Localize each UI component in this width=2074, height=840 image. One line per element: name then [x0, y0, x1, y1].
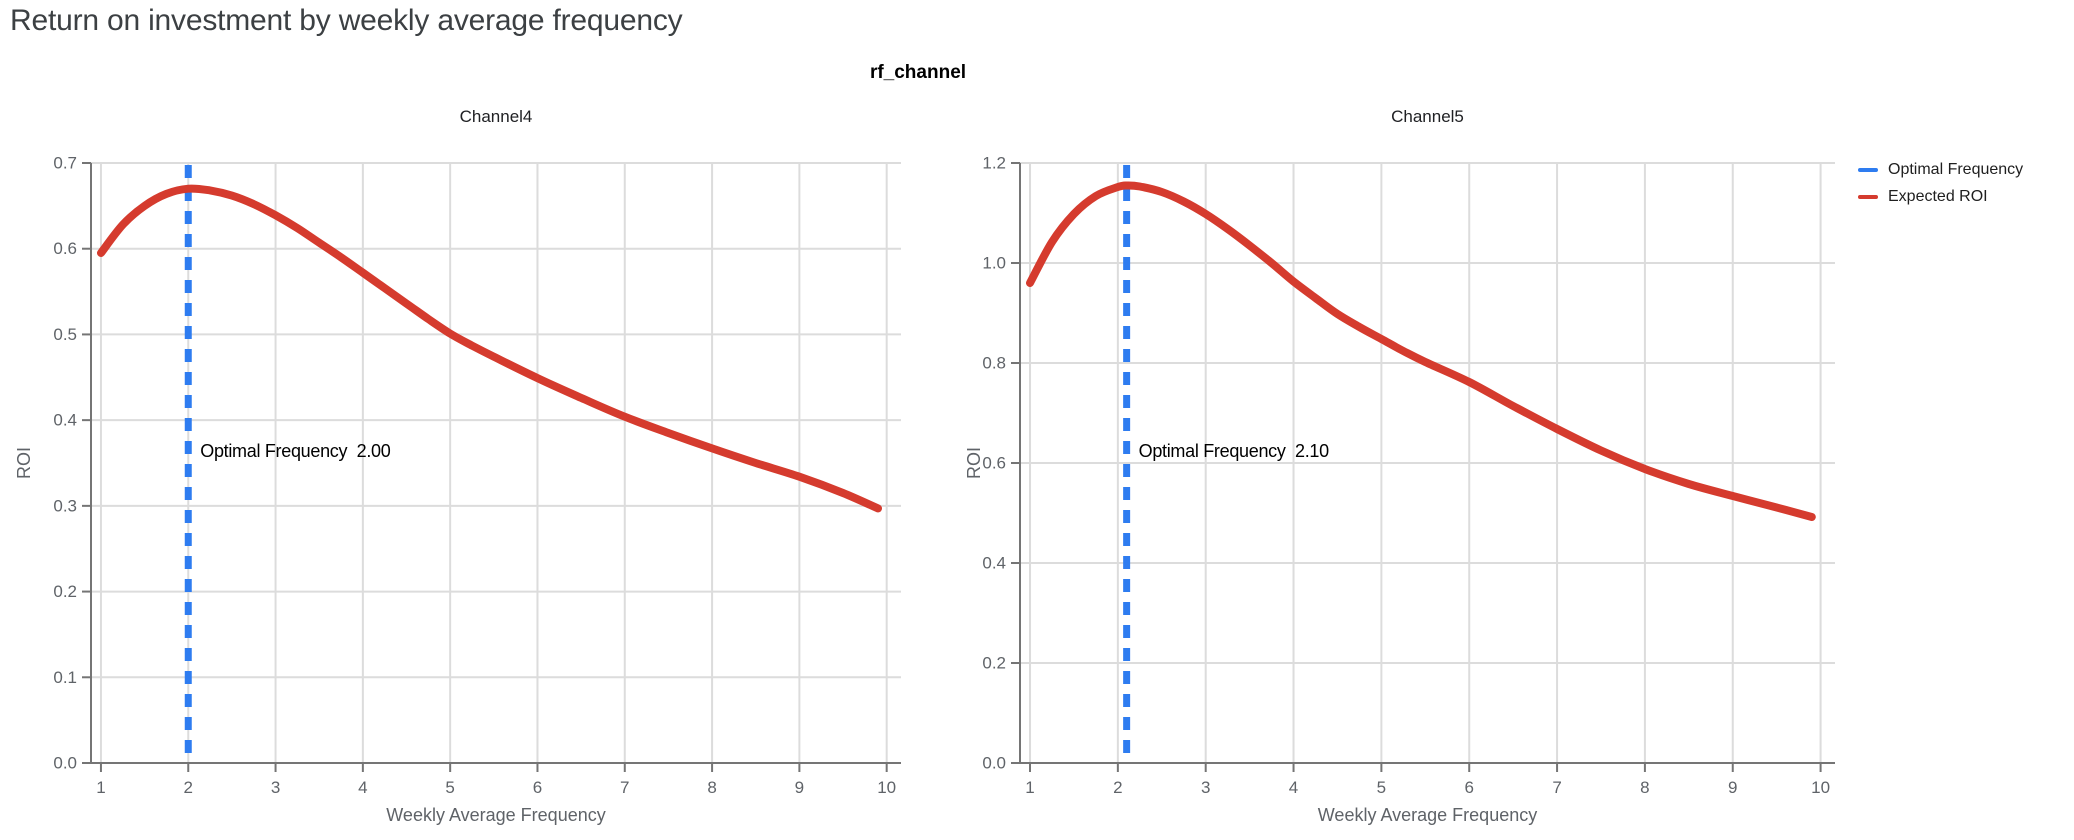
chart-subtitle: Channel4 [460, 107, 533, 126]
x-tick-label: 5 [1377, 778, 1386, 797]
y-tick-label: 1.2 [982, 154, 1006, 173]
facet-field-title: rf_channel [869, 62, 967, 83]
y-tick-label: 0.3 [53, 496, 77, 515]
y-tick-label: 0.7 [53, 154, 77, 173]
x-tick-label: 10 [1811, 778, 1830, 797]
chart-channel4: 0.0 0.1 0.2 0.3 0.4 0.5 0.6 0.7 1 2 3 4 5 6 7 8 9 10 Chann… [14, 107, 901, 825]
y-tick-label: 0.2 [53, 582, 77, 601]
x-tick-label: 2 [184, 778, 193, 797]
x-tick-label: 8 [1640, 778, 1649, 797]
y-tick-label: 0.4 [982, 554, 1006, 573]
x-tick-label: 3 [271, 778, 280, 797]
legend: Optimal Frequency Expected ROI [1858, 160, 2023, 206]
y-axis-title: ROI [964, 447, 984, 479]
y-tick-label: 0.0 [53, 754, 77, 773]
chart-channel5: 0.0 0.2 0.4 0.6 0.8 1.0 1.2 1 2 3 4 5 6 7 8 9 10 Channel5… [964, 107, 1835, 825]
legend-label-optimal-frequency: Optimal Frequency [1888, 160, 2024, 178]
y-tick-label: 0.6 [53, 239, 77, 258]
x-tick-label: 6 [1464, 778, 1473, 797]
y-tick-label: 0.6 [982, 454, 1006, 473]
y-tick-label: 1.0 [982, 254, 1006, 273]
x-tick-label: 2 [1113, 778, 1122, 797]
x-tick-label: 9 [1728, 778, 1737, 797]
x-tick-label: 8 [707, 778, 716, 797]
x-tick-label: 9 [795, 778, 804, 797]
y-tick-label: 0.2 [982, 654, 1006, 673]
x-axis-title: Weekly Average Frequency [1318, 805, 1537, 825]
x-tick-label: 1 [1025, 778, 1034, 797]
x-tick-label: 4 [358, 778, 367, 797]
x-tick-label: 1 [96, 778, 105, 797]
x-tick-label: 7 [620, 778, 629, 797]
y-tick-label: 0.0 [982, 754, 1006, 773]
y-tick-label: 0.5 [53, 325, 77, 344]
legend-item-expected-roi: Expected ROI [1858, 187, 2023, 206]
legend-item-optimal-frequency: Optimal Frequency [1858, 160, 2023, 179]
chart-subtitle: Channel5 [1391, 107, 1464, 126]
x-tick-label: 4 [1289, 778, 1298, 797]
y-tick-label: 0.4 [53, 411, 77, 430]
x-tick-label: 3 [1201, 778, 1210, 797]
x-tick-label: 10 [877, 778, 896, 797]
expected-roi-curve [97, 184, 882, 513]
page-title: Return on investment by weekly average f… [10, 4, 683, 37]
legend-label-expected-roi: Expected ROI [1888, 187, 1988, 205]
y-tick-label: 0.1 [53, 668, 77, 687]
optimal-frequency-annotation: Optimal Frequency 2.10 [1139, 441, 1329, 461]
optimal-frequency-annotation: Optimal Frequency 2.00 [200, 441, 390, 461]
x-axis-title: Weekly Average Frequency [386, 805, 605, 825]
x-tick-label: 5 [445, 778, 454, 797]
optimal-frequency-swatch [1858, 167, 1878, 172]
expected-roi-curve [1026, 181, 1816, 521]
y-axis-title: ROI [14, 447, 34, 479]
expected-roi-swatch [1858, 194, 1878, 199]
y-tick-label: 0.8 [982, 354, 1006, 373]
x-tick-label: 7 [1552, 778, 1561, 797]
x-tick-label: 6 [533, 778, 542, 797]
